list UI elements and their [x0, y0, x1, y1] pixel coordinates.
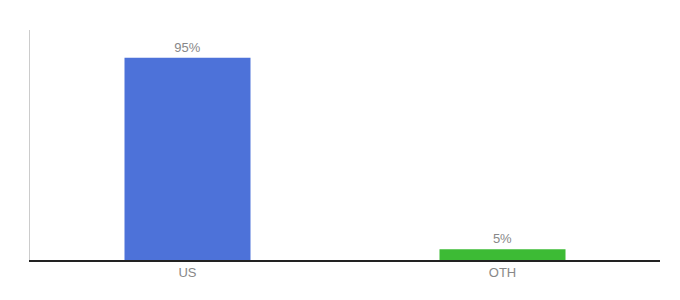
svg-text:95%: 95% — [174, 40, 200, 55]
svg-text:US: US — [178, 265, 196, 280]
svg-text:5%: 5% — [493, 231, 512, 246]
svg-text:OTH: OTH — [489, 265, 516, 280]
